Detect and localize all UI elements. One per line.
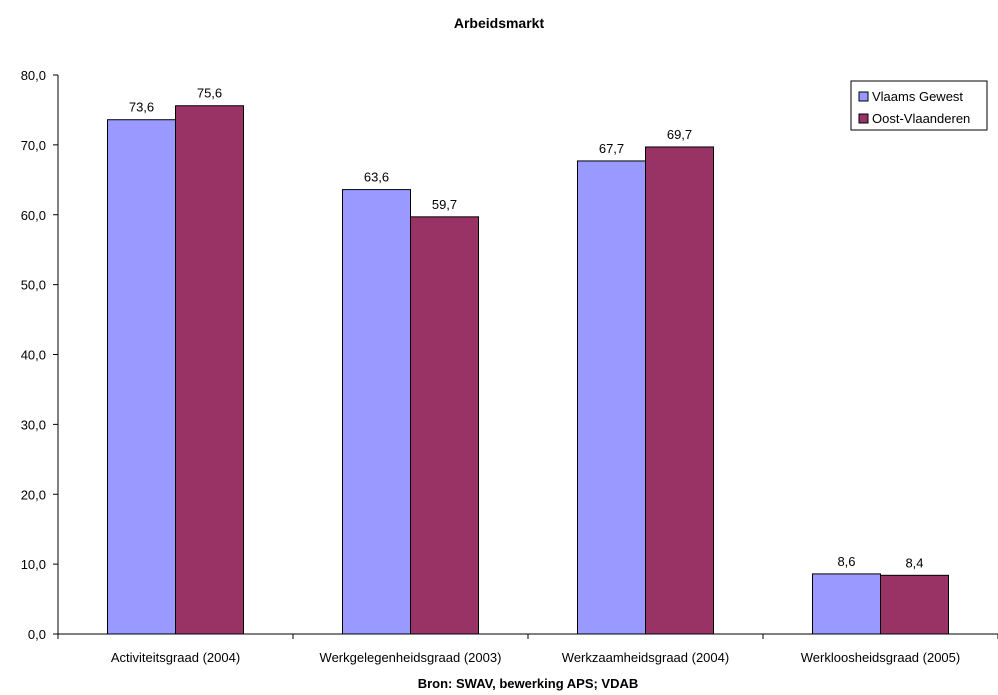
bar-vlaams-gewest-2 xyxy=(342,189,411,635)
data-label: 75,6 xyxy=(197,86,222,101)
y-tick-label: 80,0 xyxy=(21,68,46,83)
data-label: 63,6 xyxy=(364,170,389,185)
y-tick-label: 10,0 xyxy=(21,557,46,572)
data-label: 67,7 xyxy=(599,141,624,156)
y-tick-label: 30,0 xyxy=(21,417,46,432)
y-tick-label: 20,0 xyxy=(21,487,46,502)
legend-label-vlaams-gewest: Vlaams Gewest xyxy=(872,89,963,104)
x-tick-label: Werkzaamheidsgraad (2004) xyxy=(562,650,729,665)
legend-swatch-vlaams-gewest xyxy=(858,91,869,102)
y-tick-label: 60,0 xyxy=(21,208,46,223)
x-tick-label: Werkloosheidsgraad (2005) xyxy=(801,650,960,665)
y-axis: 0,0 10,0 20,0 30,0 40,0 50,0 60,0 70,0 80,0 xyxy=(21,68,58,642)
legend-box xyxy=(850,80,988,131)
x-tick-label: Werkgelegenheidsgraad (2003) xyxy=(320,650,502,665)
bar-vlaams-gewest-1 xyxy=(107,119,176,635)
data-labels: 73,6 75,6 63,6 59,7 67,7 69,7 8,6 8,4 xyxy=(129,86,924,571)
bar-oost-vlaanderen-4 xyxy=(880,574,949,635)
legend-swatch-oost-vlaanderen xyxy=(858,113,869,124)
data-label: 59,7 xyxy=(432,197,457,212)
x-axis: Activiteitsgraad (2004) Werkgelegenheidsg… xyxy=(57,634,998,665)
data-label: 8,6 xyxy=(837,554,855,569)
data-label: 69,7 xyxy=(667,127,692,142)
x-axis-title: Bron: SWAV, bewerking APS; VDAB xyxy=(418,676,639,691)
x-tick-label: Activiteitsgraad (2004) xyxy=(111,650,240,665)
bar-oost-vlaanderen-3 xyxy=(645,146,714,635)
legend-label-oost-vlaanderen: Oost-Vlaanderen xyxy=(872,111,970,126)
data-label: 73,6 xyxy=(129,100,154,115)
legend: Vlaams Gewest Oost-Vlaanderen xyxy=(850,80,988,131)
bar-vlaams-gewest-3 xyxy=(577,160,646,635)
chart-title: Arbeidsmarkt xyxy=(454,15,545,31)
bars xyxy=(107,105,949,635)
y-tick-label: 0,0 xyxy=(28,627,46,642)
data-label: 8,4 xyxy=(905,555,923,570)
bar-vlaams-gewest-4 xyxy=(812,573,881,635)
y-tick-label: 40,0 xyxy=(21,348,46,363)
bar-oost-vlaanderen-1 xyxy=(175,105,244,635)
y-tick-label: 50,0 xyxy=(21,278,46,293)
y-tick-label: 70,0 xyxy=(21,138,46,153)
bar-oost-vlaanderen-2 xyxy=(410,216,479,635)
